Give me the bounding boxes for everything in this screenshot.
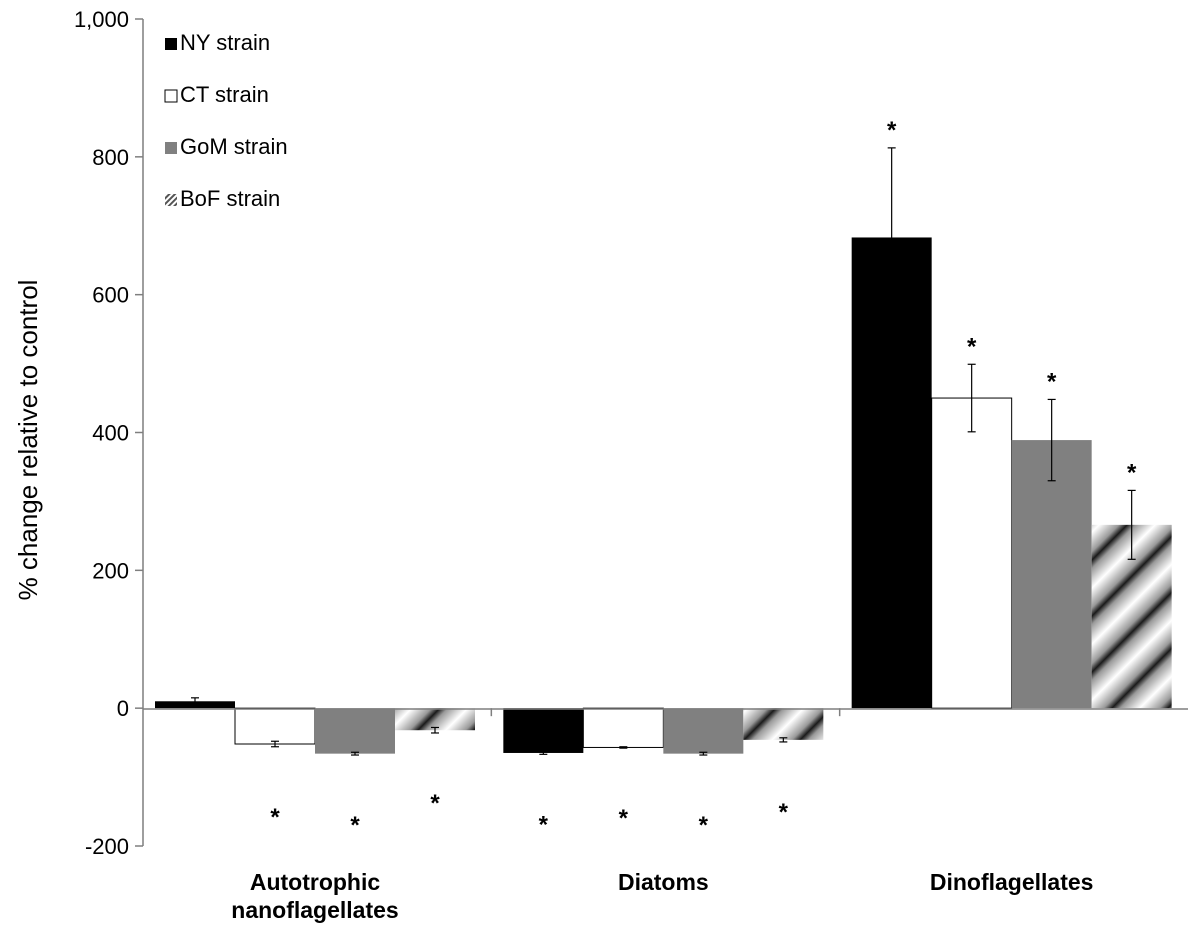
significance-marker: * (779, 799, 789, 826)
y-tick-label: 800 (92, 145, 129, 170)
y-axis-label: % change relative to control (13, 280, 43, 601)
bar-bof-strain (743, 708, 824, 740)
bar-gom-strain (315, 708, 395, 754)
legend-swatch (165, 142, 177, 154)
legend-label: BoF strain (180, 186, 280, 211)
error-bar (1127, 489, 1136, 560)
significance-marker: * (430, 790, 440, 817)
error-bar (191, 697, 199, 706)
legend-swatch (164, 89, 178, 103)
error-bar (271, 740, 279, 748)
significance-marker: * (270, 804, 280, 831)
category-label-line: Dinoflagellates (930, 869, 1094, 895)
y-ticks: -200 0 200 400 600 800 1,000 (74, 7, 841, 859)
legend-swatch (165, 194, 177, 206)
bar-ct-strain (931, 397, 1013, 709)
significance-marker: * (699, 812, 709, 839)
category-label: Dinoflagellates (930, 869, 1094, 895)
y-tick-label: 400 (92, 421, 129, 446)
bar-bof-strain (395, 708, 475, 731)
legend-label: GoM strain (180, 134, 288, 159)
error-bar (699, 751, 708, 756)
bar-ny-strain (503, 708, 584, 753)
error-bar (887, 147, 896, 328)
bars (155, 147, 1172, 756)
significance-marker: * (539, 811, 549, 838)
y-tick-label: -200 (85, 834, 129, 859)
legend-label: CT strain (180, 82, 269, 107)
error-bar (967, 363, 976, 433)
bar-gom-strain (663, 708, 744, 754)
y-tick-label: 600 (92, 283, 129, 308)
error-bar (539, 750, 548, 755)
category-label-line: Autotrophic (250, 869, 381, 895)
category-label-line: Diatoms (618, 869, 709, 895)
error-bar (779, 737, 788, 743)
category-labels: Autotrophic nanoflagellates Diatoms Dinofla… (231, 869, 1093, 923)
bar-ct-strain (582, 707, 664, 748)
y-tick-label: 0 (117, 696, 129, 721)
error-bar (431, 726, 439, 734)
significance-marker: * (967, 333, 977, 360)
error-bar (351, 751, 359, 756)
significance-marker: * (887, 117, 897, 144)
y-tick-label: 1,000 (74, 7, 129, 32)
y-tick-label: 200 (92, 558, 129, 583)
legend-label: NY strain (180, 30, 270, 55)
significance-marker: * (1047, 368, 1057, 395)
legend: NY strain CT strain GoM strain BoF strain (164, 30, 288, 211)
significance-marker: * (619, 805, 629, 832)
category-label: Diatoms (618, 869, 709, 895)
category-label: Autotrophic nanoflagellates (231, 869, 398, 923)
legend-swatch (165, 38, 177, 50)
bar-gom-strain (1011, 440, 1092, 709)
error-bar (619, 746, 628, 749)
category-label-line: nanoflagellates (231, 897, 398, 923)
significance-marker: * (1127, 459, 1137, 486)
error-bar (1047, 398, 1056, 482)
significance-marker: * (350, 812, 360, 839)
bar-ct-strain (234, 707, 316, 745)
significance-markers: * * * * * * * * * * * (270, 117, 1137, 839)
